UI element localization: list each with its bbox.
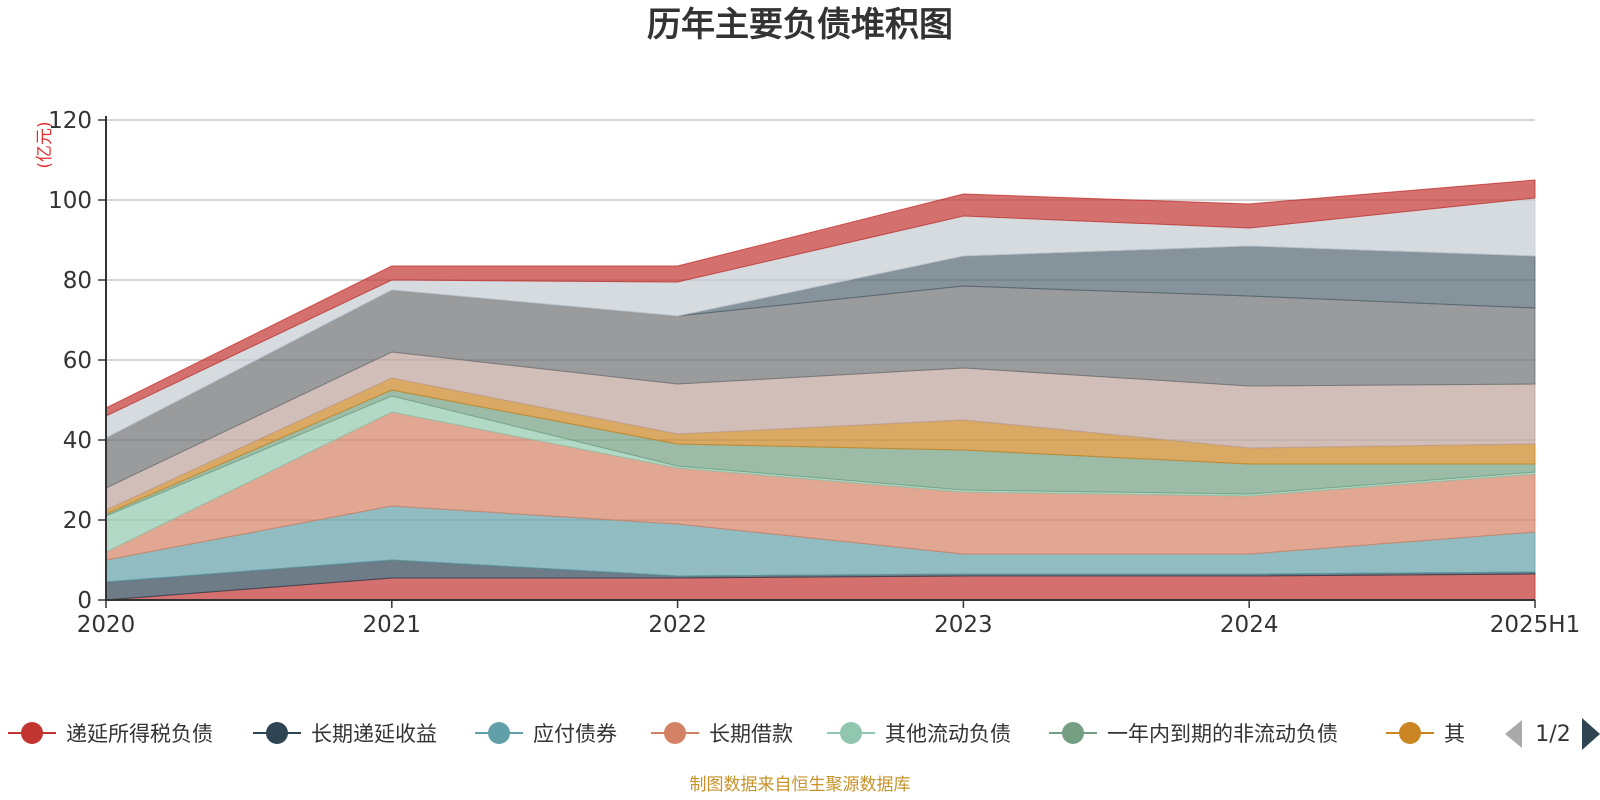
- data-source-note: 制图数据来自恒生聚源数据库: [690, 775, 911, 795]
- legend-item[interactable]: 长期递延收益: [253, 722, 437, 746]
- x-tick-label: 2025H1: [1490, 612, 1580, 638]
- area-series: [105, 179, 1536, 601]
- legend-label: 应付债券: [533, 722, 617, 746]
- y-tick-label: 20: [63, 508, 92, 534]
- legend-marker: [488, 722, 510, 744]
- y-tick-label: 0: [77, 588, 92, 614]
- x-tick-label: 2024: [1220, 612, 1279, 638]
- y-tick-label: 80: [63, 268, 92, 294]
- y-tick-label: 40: [63, 428, 92, 454]
- legend[interactable]: 递延所得税负债 长期递延收益 应付债券 长期借款 其他流动负债 一年内到期的非流动负债 其 1…: [8, 718, 1600, 750]
- y-tick-label: 60: [63, 348, 92, 374]
- legend-prev-page-icon[interactable]: [1505, 720, 1522, 748]
- axes: 0 20 40 60 80 100 120 2020 2021 2022 2023 2024 2025H…: [48, 108, 1580, 638]
- x-tick-label: 2020: [77, 612, 136, 638]
- y-axis-unit: (亿元): [35, 121, 55, 168]
- legend-item[interactable]: 其他流动负债: [827, 722, 1011, 746]
- chart-title: 历年主要负债堆积图: [647, 5, 953, 45]
- area-series-12[interactable]: [105, 179, 1536, 417]
- legend-item[interactable]: 其: [1386, 722, 1465, 746]
- y-tick-label: 120: [48, 108, 92, 134]
- legend-marker: [840, 722, 862, 744]
- legend-item[interactable]: 长期借款: [651, 722, 793, 746]
- legend-item[interactable]: 递延所得税负债: [8, 722, 213, 746]
- legend-marker: [266, 722, 288, 744]
- x-tick-label: 2022: [648, 612, 707, 638]
- legend-label: 长期递延收益: [311, 722, 437, 746]
- x-tick-label: 2023: [934, 612, 993, 638]
- legend-marker: [21, 722, 43, 744]
- legend-label: 长期借款: [709, 722, 793, 746]
- legend-marker: [1062, 722, 1084, 744]
- legend-label: 递延所得税负债: [66, 722, 213, 746]
- legend-label: 一年内到期的非流动负债: [1107, 722, 1338, 746]
- y-tick-label: 100: [48, 188, 92, 214]
- legend-next-page-icon[interactable]: [1582, 718, 1600, 750]
- legend-item[interactable]: 一年内到期的非流动负债: [1049, 722, 1338, 746]
- legend-marker: [1399, 722, 1421, 744]
- legend-page-indicator: 1/2: [1535, 722, 1570, 747]
- legend-marker: [664, 722, 686, 744]
- legend-label: 其他流动负债: [885, 722, 1011, 746]
- x-tick-label: 2021: [363, 612, 422, 638]
- legend-item[interactable]: 应付债券: [475, 722, 617, 746]
- legend-label: 其: [1444, 722, 1465, 746]
